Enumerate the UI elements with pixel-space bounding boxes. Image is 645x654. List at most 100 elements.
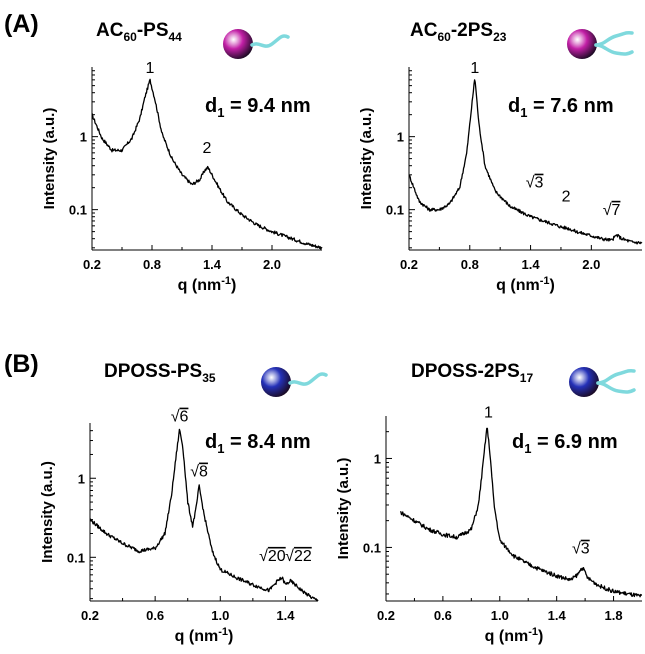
chart2-molecule-suffix-sub: 23	[493, 30, 507, 44]
chart2-x-tick-label: 0.8	[461, 257, 479, 272]
chart4-molecule-icon	[569, 367, 636, 397]
chart3-series-line	[89, 428, 319, 602]
chart2-peak-label: 1	[470, 60, 479, 77]
chart3: 0.2 0.6 1.0 1.4 0.1 1 q (nm-1) Intensity (a.u.)…	[39, 361, 328, 645]
chart1-peak-label: 2	[203, 140, 212, 157]
chart3-x-tick-label: 1.4	[276, 608, 295, 623]
chart4-d-spacing-value: = 6.9 nm	[531, 431, 617, 453]
chart1-sphere-icon	[223, 29, 253, 59]
chart2-x-axis-label-sup: -1	[540, 275, 550, 287]
chart2: 0.2 0.8 1.4 2.0 0.1 1 q (nm-1) Intensity (a.u.)…	[358, 20, 643, 294]
chart4-molecule-middle: -2PS	[478, 361, 520, 382]
chart2-peak-label-radicand: 3	[535, 175, 544, 192]
chart2-x-axis-label-end: )	[550, 277, 555, 294]
chart1-series-line	[91, 78, 323, 250]
chart3-d-spacing-sub: 1	[217, 441, 224, 456]
chart3-x-axis-label-sup: -1	[218, 626, 228, 638]
chart4-x-tick-label: 0.2	[377, 608, 395, 623]
chart2-molecule-title: AC60-2PS23	[410, 20, 507, 44]
chart4-x-axis-label-main: q (nm	[485, 628, 529, 645]
chart4-peak-label-radicand: 3	[581, 541, 590, 558]
chart2-x-tick-label: 1.4	[522, 257, 541, 272]
chart2-polymer-tail-icon	[594, 43, 634, 56]
chart4-polymer-tail-icon	[596, 369, 636, 385]
chart3-peak-label: √22	[285, 548, 312, 565]
chart4-x-tick-label: 1.0	[491, 608, 509, 623]
chart3-peak-label: √8	[190, 464, 208, 481]
chart2-molecule-icon	[567, 29, 634, 59]
chart4-molecule-title: DPOSS-2PS17	[411, 361, 533, 385]
chart2-d-spacing-symbol: d	[508, 95, 520, 117]
chart1-x-axis-label-sup: -1	[221, 275, 231, 287]
chart3-molecule-icon	[261, 367, 328, 397]
chart2-peak-label-radical: √	[526, 175, 535, 192]
chart2-peak-label-radical: √	[603, 202, 612, 219]
chart4-x-axis-label-end: )	[538, 628, 543, 645]
chart2-molecule-prefix: AC	[410, 20, 438, 41]
chart3-d-spacing-value: = 8.4 nm	[224, 431, 310, 453]
chart2-series-line	[408, 79, 643, 245]
chart2-y-axis-label: Intensity (a.u.)	[358, 108, 375, 210]
chart1-x-tick-label: 0.2	[83, 257, 101, 272]
chart3-x-tick-label: 0.6	[146, 608, 164, 623]
chart1-d-spacing-sub: 1	[217, 105, 224, 120]
chart1-d-spacing-label: d1 = 9.4 nm	[205, 95, 311, 120]
chart2-molecule-middle: -2PS	[451, 20, 493, 41]
chart4-x-tick-label: 0.6	[434, 608, 452, 623]
chart3-molecule-prefix: DPOSS	[104, 361, 171, 382]
chart4-x-tick-label: 1.8	[605, 608, 623, 623]
chart4-y-tick-label: 1	[374, 451, 381, 466]
chart3-peak-label-radical: √	[190, 464, 199, 481]
chart3-y-axis-label: Intensity (a.u.)	[39, 461, 56, 563]
chart3-y-tick-label: 1	[78, 471, 85, 486]
chart1-peak-label: 1	[146, 60, 155, 77]
chart3-x-axis-label-end: )	[228, 628, 233, 645]
chart1-x-axis-label: q (nm-1)	[178, 275, 237, 294]
chart4-x-tick-label: 1.4	[548, 608, 567, 623]
chart1-x-tick-label: 2.0	[263, 257, 281, 272]
chart3-x-axis-label-main: q (nm	[175, 628, 219, 645]
chart1-molecule-suffix-sub: 44	[169, 30, 183, 44]
chart1-x-tick-label: 0.8	[143, 257, 161, 272]
chart1-d-spacing-value: = 9.4 nm	[224, 95, 310, 117]
chart2-x-tick-label: 0.2	[400, 257, 418, 272]
chart3-peak-label-radicand: 20	[268, 548, 286, 565]
chart4-molecule-prefix: DPOSS	[411, 361, 478, 382]
chart3-peak-label: √6	[171, 409, 189, 426]
chart2-molecule-prefix-sub: 60	[437, 30, 451, 44]
chart3-sphere-icon	[261, 367, 291, 397]
chart3-peak-label-radical: √	[259, 548, 268, 565]
chart3-polymer-tail-icon	[288, 372, 328, 386]
chart2-x-tick-label: 2.0	[582, 257, 600, 272]
chart3-x-axis-label: q (nm-1)	[175, 626, 234, 645]
chart1-molecule-middle: -PS	[137, 20, 169, 41]
chart2-peak-label: √3	[526, 175, 544, 192]
chart4-y-tick-label: 0.1	[363, 540, 381, 555]
chart3-x-tick-label: 0.2	[81, 608, 99, 623]
chart4-x-axis-label-sup: -1	[528, 626, 538, 638]
chart4-sphere-icon	[569, 367, 599, 397]
chart2-peak-label-radicand: 7	[612, 202, 621, 219]
chart1-d-spacing-symbol: d	[205, 95, 217, 117]
chart4-peak-label-radical: √	[572, 541, 581, 558]
chart3-peak-label-radical: √	[171, 409, 180, 426]
chart4-peak-label: √3	[572, 541, 590, 558]
chart1-x-axis-label-main: q (nm	[178, 277, 222, 294]
chart2-sphere-icon	[567, 29, 597, 59]
chart2-peak-label: 2	[562, 188, 571, 205]
chart3-d-spacing-symbol: d	[205, 431, 217, 453]
chart4-d-spacing-sub: 1	[524, 441, 531, 456]
chart1-x-axis-label-end: )	[231, 277, 236, 294]
chart2-polymer-tail-icon	[594, 31, 634, 47]
chart2-d-spacing-value: = 7.6 nm	[527, 95, 613, 117]
chart2-peak-label: √7	[603, 202, 621, 219]
chart4-series-line	[400, 427, 643, 598]
chart3-peak-label-radicand: 22	[294, 548, 312, 565]
chart4-d-spacing-symbol: d	[512, 431, 524, 453]
chart1-polymer-tail-icon	[250, 34, 290, 48]
chart1-y-tick-label: 0.1	[69, 203, 87, 218]
chart3-peak-label: √20	[259, 548, 286, 565]
chart4-molecule-suffix-sub: 17	[520, 371, 534, 385]
chart3-peak-label-radical: √	[285, 548, 294, 565]
